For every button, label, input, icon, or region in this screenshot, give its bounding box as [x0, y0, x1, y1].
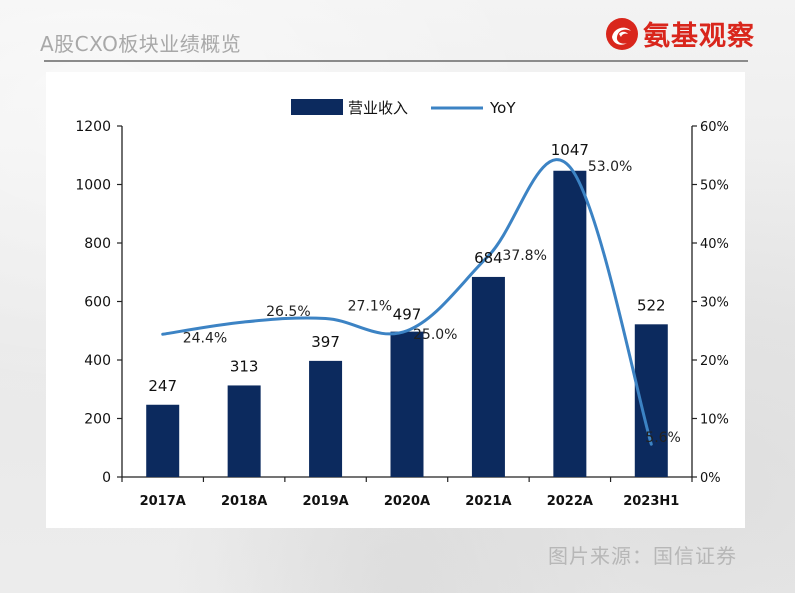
- yoy-value-label: 24.4%: [183, 330, 227, 346]
- title-divider: [44, 60, 748, 62]
- left-axis-tick-label: 0: [102, 470, 111, 486]
- legend-line-label: YoY: [489, 99, 516, 117]
- yoy-value-label: 37.8%: [502, 248, 546, 264]
- x-axis-tick-label: 2018A: [221, 494, 267, 509]
- left-axis-tick-label: 400: [84, 353, 111, 369]
- bar: [227, 385, 261, 477]
- x-axis-tick-label: 2022A: [547, 494, 593, 509]
- left-axis-tick-label: 200: [84, 412, 111, 428]
- left-axis-tick-label: 1200: [75, 119, 111, 135]
- bar-value-label: 397: [311, 333, 340, 351]
- bar: [390, 331, 424, 477]
- left-axis-tick-label: 800: [84, 236, 111, 252]
- left-axis-tick-label: 600: [84, 295, 111, 311]
- bar-series: [146, 170, 668, 477]
- bar: [309, 360, 343, 477]
- right-axis-tick-label: 60%: [700, 120, 729, 135]
- bar-value-label: 1047: [551, 141, 589, 159]
- x-axis-tick-label: 2023H1: [623, 494, 679, 509]
- x-axis-tick-label: 2017A: [140, 494, 186, 509]
- brand-name: 氨基观察: [643, 21, 755, 52]
- revenue-yoy-chart: 营业收入 YoY 0 200 400 600 800 1000 1200 0% 10% 20% 30%…: [75, 99, 729, 509]
- legend-bar-label: 营业收入: [348, 99, 408, 117]
- brand: 氨基观察: [605, 14, 755, 53]
- line-series: [161, 158, 653, 446]
- bar: [146, 404, 180, 477]
- page-title: A股CXO板块业绩概览: [40, 32, 242, 56]
- bar-value-label: 313: [230, 357, 259, 375]
- x-axis-tick-label: 2020A: [384, 494, 430, 509]
- yoy-value-label: 26.5%: [266, 304, 310, 320]
- chart-legend: 营业收入 YoY: [291, 99, 516, 117]
- yoy-value-label: 27.1%: [348, 298, 392, 314]
- legend-bar-swatch: [291, 99, 343, 115]
- right-axis-tick-label: 40%: [700, 237, 729, 252]
- yoy-line: [161, 158, 653, 446]
- yoy-value-label: 25.0%: [413, 327, 457, 343]
- source-caption: 图片来源：国信证券: [548, 544, 737, 568]
- bar-value-label: 497: [393, 306, 422, 324]
- bar: [471, 276, 505, 477]
- right-axis-tick-label: 50%: [700, 179, 729, 194]
- x-axis-tick-label: 2021A: [465, 494, 511, 509]
- right-axis-tick-label: 0%: [700, 471, 721, 486]
- x-axis-tick-label: 2019A: [302, 494, 348, 509]
- yoy-value-label: 5.6%: [645, 430, 681, 446]
- left-axis-tick-label: 1000: [75, 178, 111, 194]
- bar-value-label: 684: [474, 249, 503, 267]
- chart-panel: 营业收入 YoY 0 200 400 600 800 1000 1200 0% 10% 20% 30%…: [46, 72, 745, 528]
- yoy-value-label: 53.0%: [588, 159, 632, 175]
- bar: [553, 170, 587, 477]
- bar-value-label: 522: [637, 296, 666, 314]
- data-labels: 247 313 397 497 684 1047 522 24.4% 26.5% 27.1% 25.…: [148, 141, 680, 446]
- right-axis-tick-label: 30%: [700, 296, 729, 311]
- right-axis-tick-label: 20%: [700, 354, 729, 369]
- chart-axes: 0 200 400 600 800 1000 1200 0% 10% 20% 30% 40% 50% 60…: [75, 119, 729, 509]
- brand-swirl-icon: [606, 17, 638, 50]
- bar-value-label: 247: [148, 377, 177, 395]
- right-axis-tick-label: 10%: [700, 413, 729, 428]
